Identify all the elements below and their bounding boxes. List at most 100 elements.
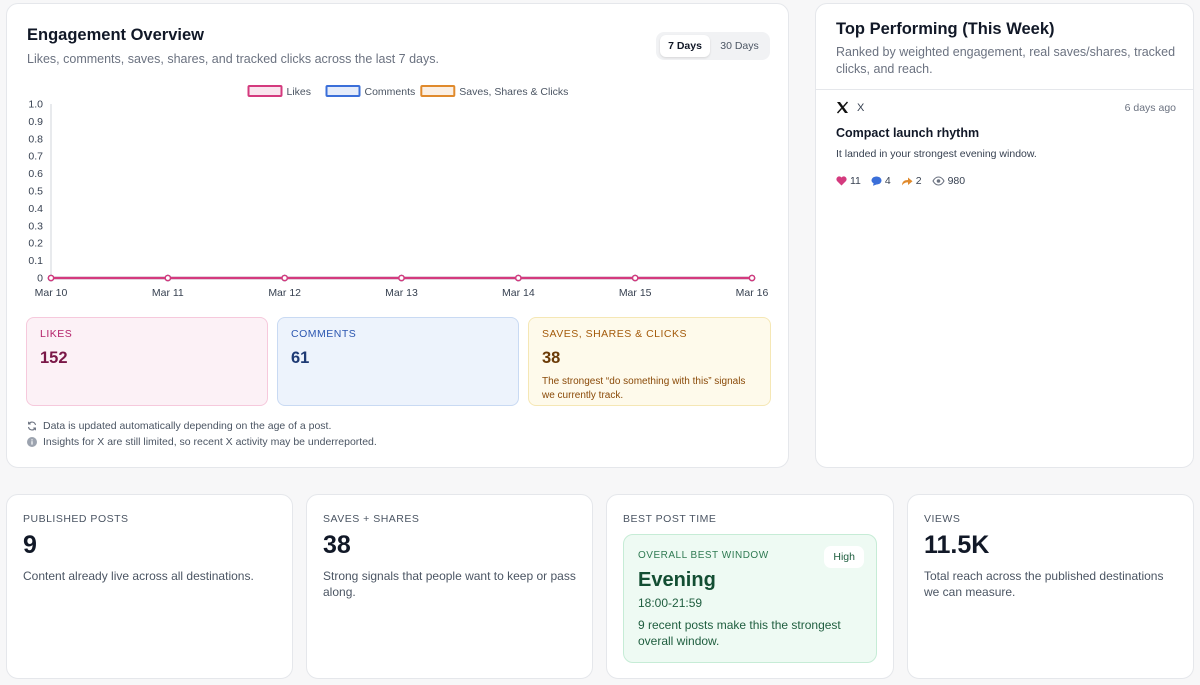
saves-metric-card: SAVES, SHARES & CLICKS 38 The strongest … <box>528 317 771 406</box>
comments-metric-value: 61 <box>291 349 310 367</box>
post-likes-count: 11 <box>850 175 861 187</box>
data-point <box>47 274 55 282</box>
y-tick-label: 0.4 <box>28 203 43 215</box>
post-network-name: X <box>857 101 865 114</box>
data-point <box>281 274 288 282</box>
data-point <box>398 274 405 282</box>
likes-metric-label: LIKES <box>40 328 73 340</box>
top-performing-title: Top Performing (This Week) <box>836 20 1055 38</box>
post-views: 980 <box>931 175 966 187</box>
x-tick-label: Mar 10 <box>35 287 68 299</box>
engagement-overview-card: Engagement Overview Likes, comments, sav… <box>6 3 789 468</box>
y-tick-label: 0.5 <box>28 186 43 198</box>
views-desc: Total reach across the published destina… <box>924 569 1164 599</box>
range-30-days-button[interactable]: 30 Days <box>720 40 759 52</box>
best-window-hours: 18:00-21:59 <box>638 596 703 610</box>
legend-label: Saves, Shares & Clicks <box>459 86 568 98</box>
best-post-time-card: BEST POST TIME OVERALL BEST WINDOW High … <box>606 494 894 679</box>
post-description: It landed in your strongest evening wind… <box>836 148 1037 160</box>
saves-metric-label: SAVES, SHARES & CLICKS <box>542 328 688 340</box>
x-tick-label: Mar 15 <box>619 287 652 299</box>
divider <box>816 89 1193 90</box>
chart-series <box>47 274 756 282</box>
y-tick-label: 0.6 <box>28 168 43 180</box>
engagement-title: Engagement Overview <box>27 26 204 44</box>
best-post-time-label: BEST POST TIME <box>623 513 717 525</box>
info-icon <box>27 437 37 447</box>
heart-icon <box>836 176 847 186</box>
share-icon <box>901 177 913 186</box>
legend-label: Comments <box>365 86 416 98</box>
refresh-icon <box>27 421 37 431</box>
comments-metric-card: COMMENTS 61 <box>277 317 519 406</box>
x-tick-label: Mar 11 <box>152 287 184 299</box>
comment-icon <box>871 176 882 186</box>
y-tick-label: 0.8 <box>28 133 43 145</box>
saves-shares-card: SAVES + SHARES 38 Strong signals that pe… <box>306 494 593 679</box>
saves-shares-value: 38 <box>323 531 351 559</box>
likes-metric-value: 152 <box>40 349 68 367</box>
published-posts-value: 9 <box>23 531 37 559</box>
legend-swatch <box>420 85 456 97</box>
best-window-label: OVERALL BEST WINDOW <box>638 550 769 561</box>
views-value: 11.5K <box>924 531 990 559</box>
refresh-footnote-text: Data is updated automatically depending … <box>43 420 332 432</box>
series-likes <box>47 274 756 282</box>
info-footnote: Insights for X are still limited, so rec… <box>27 436 377 448</box>
top-post-item[interactable]: X 6 days ago Compact launch rhythm It la… <box>836 101 1176 188</box>
eye-icon <box>931 176 945 186</box>
post-shares: 2 <box>901 175 922 187</box>
post-network: X <box>836 101 1176 114</box>
data-point <box>748 274 756 282</box>
post-stats: 11 4 2 980 <box>836 175 1176 187</box>
saves-shares-label: SAVES + SHARES <box>323 513 420 525</box>
likes-metric-card: LIKES 152 <box>26 317 268 406</box>
post-shares-count: 2 <box>915 175 922 187</box>
x-tick-label: Mar 12 <box>268 287 301 299</box>
chart-legend: Likes Comments Saves, Shares & Clicks <box>247 85 568 98</box>
data-point <box>631 274 639 282</box>
post-age: 6 days ago <box>1124 102 1176 114</box>
range-7-days-button[interactable]: 7 Days <box>660 35 710 57</box>
best-window-panel: OVERALL BEST WINDOW High Evening 18:00-2… <box>623 534 877 663</box>
legend-swatch <box>325 85 361 97</box>
published-posts-label: PUBLISHED POSTS <box>23 513 129 525</box>
y-tick-label: 0.7 <box>28 151 43 163</box>
views-card: VIEWS 11.5K Total reach across the publi… <box>907 494 1194 679</box>
top-performing-card: Top Performing (This Week) Ranked by wei… <box>815 3 1194 468</box>
x-tick-label: Mar 16 <box>736 287 769 299</box>
x-logo-icon <box>836 101 849 114</box>
top-performing-subtitle: Ranked by weighted engagement, real save… <box>836 45 1176 76</box>
y-tick-label: 1.0 <box>28 99 43 111</box>
y-tick-label: 0 <box>37 273 43 285</box>
legend-label: Likes <box>287 86 312 98</box>
saves-metric-note: The strongest “do something with this” s… <box>542 376 746 401</box>
engagement-line-chart: Likes Comments Saves, Shares & Clicks 0 0.1… <box>28 85 769 299</box>
legend-swatch <box>247 85 283 97</box>
comments-metric-label: COMMENTS <box>291 328 357 340</box>
y-tick-label: 0.3 <box>28 220 43 232</box>
post-comments: 4 <box>871 175 891 187</box>
saves-shares-desc: Strong signals that people want to keep … <box>323 569 576 599</box>
post-likes: 11 <box>836 175 861 187</box>
data-point <box>515 274 522 282</box>
x-tick-label: Mar 14 <box>502 287 535 299</box>
confidence-badge: High <box>824 546 864 568</box>
post-views-count: 980 <box>947 175 966 187</box>
y-tick-label: 0.2 <box>28 238 43 250</box>
engagement-subtitle: Likes, comments, saves, shares, and trac… <box>27 52 439 66</box>
views-label: VIEWS <box>924 513 961 525</box>
range-toggle: 7 Days 30 Days <box>656 32 770 60</box>
published-posts-card: PUBLISHED POSTS 9 Content already live a… <box>6 494 293 679</box>
info-footnote-text: Insights for X are still limited, so rec… <box>43 436 377 448</box>
y-axis: 0 0.1 0.2 0.3 0.4 0.5 0.6 0.7 0.8 0.9 1.0 <box>28 99 52 285</box>
y-tick-label: 0.1 <box>28 255 43 267</box>
data-point <box>164 274 172 282</box>
refresh-footnote: Data is updated automatically depending … <box>27 420 331 432</box>
post-title: Compact launch rhythm <box>836 126 980 140</box>
post-comments-count: 4 <box>884 175 891 187</box>
x-tick-label: Mar 13 <box>385 287 418 299</box>
published-posts-desc: Content already live across all destinat… <box>23 569 254 583</box>
y-tick-label: 0.9 <box>28 116 43 128</box>
best-window-desc: 9 recent posts make this the strongest o… <box>638 618 841 648</box>
